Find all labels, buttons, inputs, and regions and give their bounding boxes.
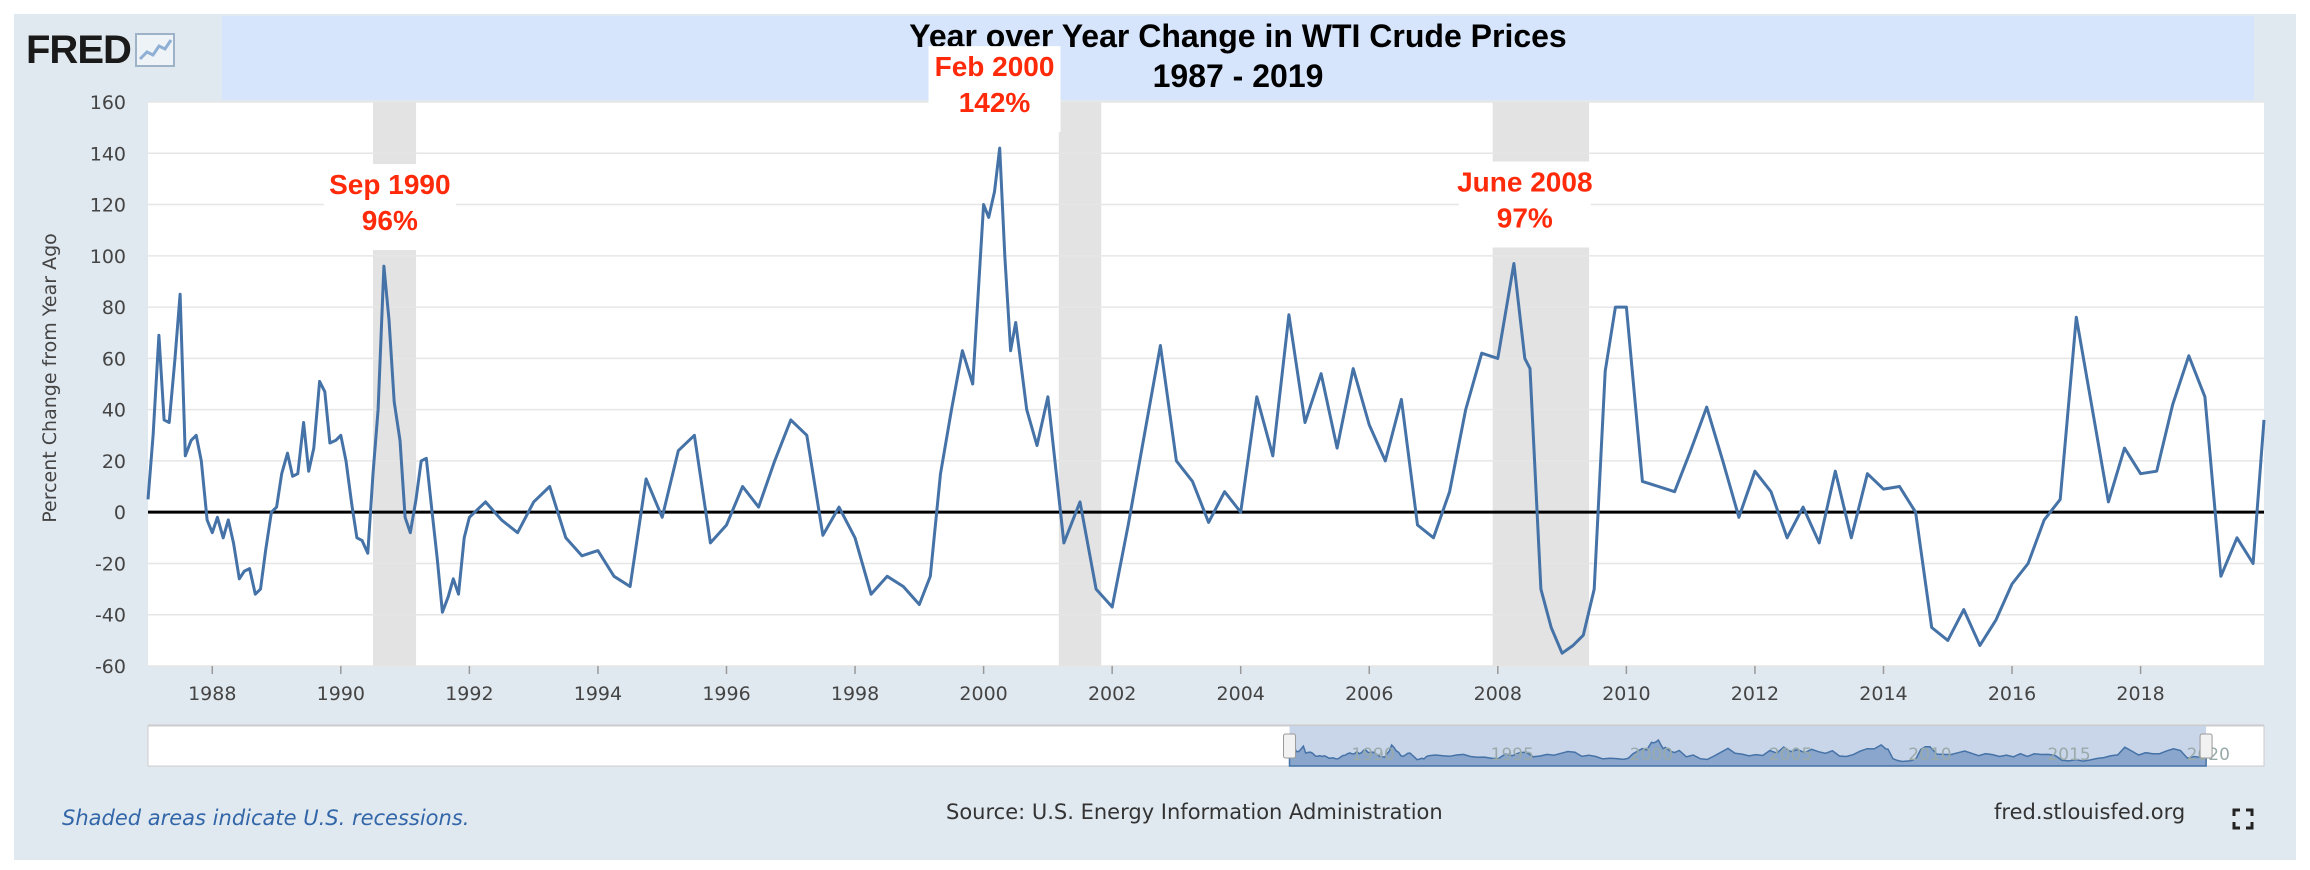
x-tick-label: 1996 xyxy=(702,683,750,705)
annotation-backdrop xyxy=(323,164,456,251)
y-tick-label: 120 xyxy=(90,195,126,217)
series-layer xyxy=(146,146,2266,655)
y-tick-label: -40 xyxy=(95,605,126,627)
navigator-tick-label: 2010 xyxy=(1908,745,1951,765)
x-tick-label: 2018 xyxy=(2116,683,2164,705)
y-tick-label: 60 xyxy=(102,348,126,370)
x-tick-label: 1988 xyxy=(188,683,236,705)
x-tick-label: 1998 xyxy=(831,683,879,705)
x-tick-label: 2008 xyxy=(1474,683,1522,705)
x-tick-label: 2010 xyxy=(1602,683,1650,705)
y-tick-label: 0 xyxy=(114,502,126,524)
annotation-label: Sep 1990 xyxy=(329,169,450,200)
fred-logo-text: FRED xyxy=(26,27,132,72)
y-tick-label: 40 xyxy=(102,400,126,422)
x-tick-label: 1990 xyxy=(317,683,365,705)
fred-logo-graph-icon xyxy=(134,33,175,67)
y-tick-label: 160 xyxy=(90,92,126,114)
y-axis-label: Percent Change from Year Ago xyxy=(39,233,61,523)
y-axis: 160 140 120 100 80 60 40 20 0 -20 -40 -60 xyxy=(90,92,126,678)
x-tick-label: 2006 xyxy=(1345,683,1393,705)
recession-layer xyxy=(148,102,2264,666)
x-tick-label: 2016 xyxy=(1988,683,2036,705)
source-text: Source: U.S. Energy Information Administ… xyxy=(946,800,1443,824)
x-tick-label: 2000 xyxy=(959,683,1007,705)
annotation-label: Feb 2000 xyxy=(935,51,1055,82)
annotation-value: 97% xyxy=(1497,203,1553,234)
navigator-tick-label: 2000 xyxy=(1630,745,1673,765)
y-tick-label: -20 xyxy=(95,553,126,575)
x-tick-label: 2014 xyxy=(1859,683,1907,705)
navigator-tick-label: 1995 xyxy=(1491,745,1534,765)
x-tick-label: 1992 xyxy=(445,683,493,705)
navigator-handle-left[interactable] xyxy=(1283,733,1297,759)
navigator-tick-label: 2015 xyxy=(2047,745,2090,765)
y-tick-label: 140 xyxy=(90,143,126,165)
annotation-backdrop xyxy=(928,46,1061,133)
annotation-backgrounds xyxy=(323,46,1591,251)
fred-site-link[interactable]: fred.stlouisfed.org xyxy=(1994,800,2186,824)
x-tick-label: 1994 xyxy=(574,683,622,705)
x-axis: 1988 1990 1992 1994 1996 1998 2000 2002 2004 2006… xyxy=(188,666,2165,705)
y-tick-label: 100 xyxy=(90,246,126,268)
y-tick-label: 20 xyxy=(102,451,126,473)
navigator-tick-label: 1990 xyxy=(1351,745,1394,765)
annotation-value: 142% xyxy=(959,87,1031,118)
fullscreen-icon[interactable] xyxy=(2232,808,2254,830)
y-tick-label: -60 xyxy=(95,656,126,678)
navigator-handle-right[interactable] xyxy=(2199,733,2213,759)
x-tick-label: 2002 xyxy=(1088,683,1136,705)
x-tick-label: 2012 xyxy=(1731,683,1779,705)
navigator-series xyxy=(1288,738,2207,767)
recession-note: Shaded areas indicate U.S. recessions. xyxy=(62,806,470,830)
plot-background xyxy=(148,102,2264,666)
series-line-0 xyxy=(146,146,2266,655)
fred-logo[interactable]: FRED xyxy=(26,26,175,74)
chart-title-line2: 1987 - 2019 xyxy=(1152,58,1324,94)
annotation-layer: Sep 1990 96% Feb 2000 142% June 2008 97% xyxy=(329,51,1592,236)
x-tick-label: 2004 xyxy=(1217,683,1265,705)
annotation-backdrop xyxy=(1458,161,1591,248)
annotation-value: 96% xyxy=(362,205,418,236)
navigator[interactable]: 1990199520002005201020152020 xyxy=(147,724,2265,767)
y-tick-label: 80 xyxy=(102,297,126,319)
title-band xyxy=(222,16,2254,100)
annotation-label: June 2008 xyxy=(1457,167,1592,198)
navigator-tick-label: 2005 xyxy=(1769,745,1812,765)
